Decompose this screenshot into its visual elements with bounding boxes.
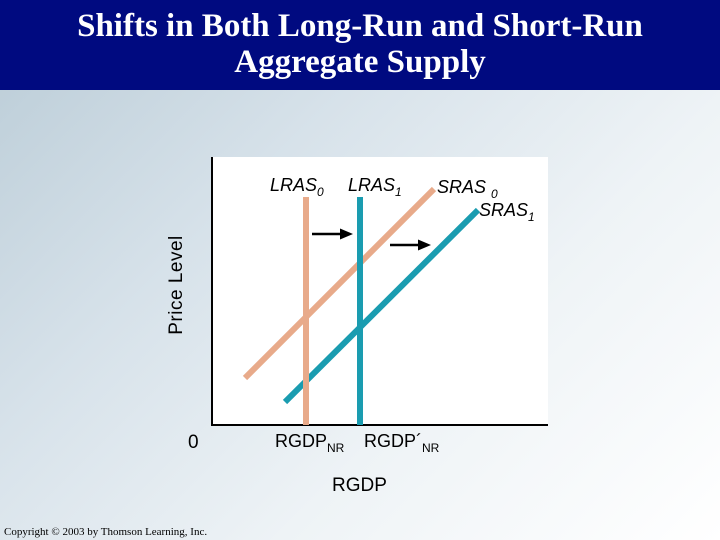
- copyright-footer: Copyright © 2003 by Thomson Learning, In…: [4, 526, 208, 538]
- sras1-curve: [282, 207, 481, 405]
- slide-title-line-1: Shifts in Both Long-Run and Short-Run: [77, 8, 643, 44]
- lras0-label: LRAS0: [270, 175, 324, 199]
- origin-label: 0: [188, 432, 199, 453]
- title-bar: Shifts in Both Long-Run and Short-Run Ag…: [0, 0, 720, 90]
- rgdp-nr-tick-label: RGDPNR: [275, 431, 345, 455]
- plot-area: [212, 157, 548, 425]
- lras-shift-arrow: [312, 228, 353, 240]
- sras0-curve: [242, 186, 437, 381]
- slide-title-line-2: Aggregate Supply: [234, 44, 486, 80]
- x-axis-label: RGDP: [332, 475, 387, 496]
- lras1-label: LRAS1: [348, 175, 402, 199]
- sras-shift-arrow: [390, 239, 431, 251]
- rgdp-nr-prime-tick-label: RGDP´NR: [364, 431, 440, 455]
- sras0-label: SRAS 0: [437, 177, 498, 201]
- sras1-label: SRAS1: [479, 200, 535, 224]
